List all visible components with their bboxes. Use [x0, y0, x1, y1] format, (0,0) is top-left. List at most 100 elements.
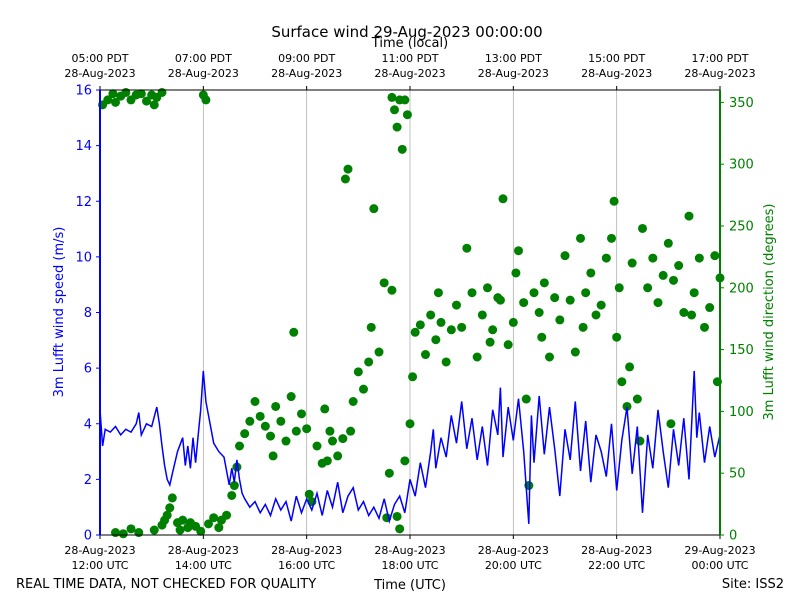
x-top-tick-date: 28-Aug-2023	[374, 67, 445, 80]
direction-point	[483, 283, 492, 293]
direction-point	[400, 95, 410, 105]
direction-point	[607, 233, 616, 243]
x-top-tick-time: 07:00 PDT	[175, 52, 232, 65]
direction-point	[340, 174, 350, 184]
direction-point	[136, 89, 146, 99]
direction-point	[421, 350, 430, 360]
direction-point	[511, 268, 521, 278]
direction-point	[343, 164, 353, 174]
y-left-tick-label: 6	[84, 362, 92, 377]
direction-point	[379, 278, 389, 288]
x-top-tick-time: 15:00 PDT	[588, 52, 645, 65]
x-top-tick-time: 11:00 PDT	[381, 52, 438, 65]
x-tick-date: 28-Aug-2023	[478, 544, 549, 557]
direction-point	[457, 322, 467, 332]
direction-point	[488, 325, 498, 335]
direction-point	[446, 325, 456, 335]
x-tick-date: 28-Aug-2023	[271, 544, 342, 557]
direction-point	[508, 317, 518, 327]
x-top-tick-time: 05:00 PDT	[71, 52, 128, 65]
site-label: Site: ISS2	[722, 577, 784, 592]
direction-point	[142, 96, 151, 106]
direction-point	[431, 335, 441, 345]
direction-point	[596, 300, 606, 310]
y-left-tick-label: 2	[84, 473, 92, 488]
x-top-tick-date: 28-Aug-2023	[271, 67, 342, 80]
x-tick-date: 28-Aug-2023	[64, 544, 135, 557]
direction-point	[302, 424, 312, 434]
x-top-tick-date: 28-Aug-2023	[581, 67, 652, 80]
direction-point	[622, 401, 632, 411]
y-left-tick-label: 10	[75, 250, 92, 265]
x-tick-date: 28-Aug-2023	[168, 544, 239, 557]
x-top-tick-time: 09:00 PDT	[278, 52, 335, 65]
direction-point	[666, 419, 676, 429]
direction-point	[240, 429, 250, 439]
direction-point	[320, 404, 330, 414]
direction-point	[312, 441, 322, 451]
x-top-tick-time: 17:00 PDT	[691, 52, 748, 65]
direction-point	[537, 332, 547, 342]
x-tick-time: 22:00 UTC	[588, 559, 645, 572]
direction-point	[121, 87, 131, 97]
y-right-tick-label: 0	[729, 529, 737, 544]
direction-point	[415, 320, 425, 330]
direction-point	[495, 295, 505, 305]
direction-point	[118, 529, 128, 539]
direction-point	[700, 322, 709, 332]
x-axis-bottom: 28-Aug-2023 12:00 UTC 28-Aug-2023 14:00 UTC…	[64, 535, 756, 572]
direction-point	[684, 211, 694, 221]
direction-point	[578, 322, 588, 332]
direction-point	[609, 196, 619, 206]
grid-lines	[99, 90, 721, 535]
x-tick-time: 00:00 UTC	[691, 559, 748, 572]
direction-point	[103, 95, 113, 105]
direction-point	[514, 246, 523, 256]
x-top-tick-date: 28-Aug-2023	[168, 67, 239, 80]
direction-point	[591, 310, 601, 320]
direction-point	[550, 293, 560, 303]
y-left-tick-label: 0	[84, 529, 92, 544]
direction-point	[586, 268, 596, 278]
x-top-tick-time: 13:00 PDT	[485, 52, 542, 65]
direction-point	[364, 357, 374, 367]
direction-point	[108, 89, 118, 99]
direction-point	[400, 456, 410, 466]
direction-point	[472, 352, 482, 362]
direction-point	[467, 288, 477, 298]
direction-point	[405, 419, 415, 429]
direction-point	[632, 394, 642, 404]
direction-point	[462, 243, 472, 253]
direction-point	[658, 270, 668, 280]
direction-point	[539, 278, 549, 288]
direction-point	[353, 367, 363, 377]
x-tick-time: 12:00 UTC	[71, 559, 128, 572]
direction-point	[304, 489, 314, 499]
direction-point	[689, 288, 699, 298]
direction-point	[521, 394, 531, 404]
direction-point	[235, 441, 244, 451]
direction-point	[519, 298, 529, 308]
direction-point	[245, 416, 255, 426]
direction-point	[679, 308, 689, 317]
x-tick-time: 20:00 UTC	[485, 559, 542, 572]
direction-point	[366, 322, 376, 332]
direction-point	[485, 337, 495, 347]
direction-point	[229, 481, 239, 491]
direction-point	[227, 490, 237, 500]
direction-point	[268, 451, 278, 461]
direction-point	[436, 317, 446, 327]
x-tick-date: 28-Aug-2023	[374, 544, 445, 557]
y-left-tick-label: 16	[75, 84, 92, 99]
direction-point	[328, 436, 337, 446]
direction-point	[255, 411, 265, 421]
x-axis-top: 05:00 PDT 28-Aug-2023 07:00 PDT 28-Aug-2023…	[64, 52, 756, 90]
direction-point	[209, 513, 219, 523]
direction-point	[710, 251, 720, 261]
direction-point	[648, 253, 658, 263]
direction-point	[643, 283, 653, 293]
direction-point	[570, 347, 580, 357]
direction-point	[232, 462, 242, 472]
direction-point	[291, 426, 301, 436]
